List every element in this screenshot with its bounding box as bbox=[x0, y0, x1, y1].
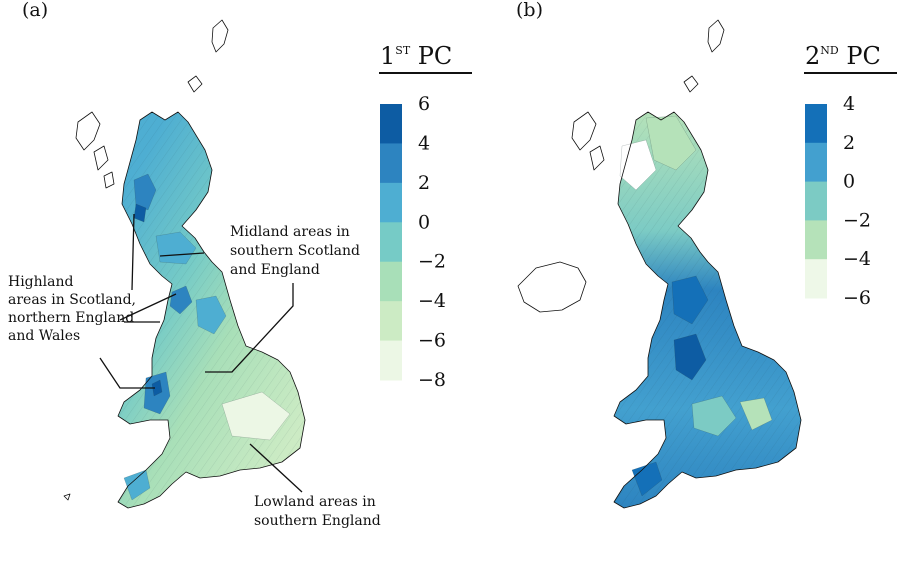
leader-highland-wales bbox=[99, 357, 155, 389]
leader-midland-b bbox=[205, 283, 294, 373]
legend-tick-label: 4 bbox=[418, 132, 430, 154]
region-west-highlands-a bbox=[133, 173, 157, 211]
legend-title-b: 2ND PC bbox=[805, 42, 881, 70]
annotation-highland: Highland areas in Scotland, northern Eng… bbox=[8, 274, 140, 344]
shetland-outline-a bbox=[211, 19, 229, 53]
map-b bbox=[517, 19, 802, 509]
legend-swatch-3 bbox=[805, 181, 827, 221]
region-southeast-light-b bbox=[739, 397, 773, 431]
legend-a: 1ST PC 6 4 2 0 −2 −4 −6 −8 bbox=[379, 42, 472, 391]
legend-swatch-1 bbox=[805, 104, 827, 144]
annotation-lowland: Lowland areas in southern England bbox=[254, 494, 381, 529]
hebrides-outline-b bbox=[571, 111, 597, 151]
region-southwest-a bbox=[123, 469, 151, 501]
leader-midland-a bbox=[159, 252, 205, 257]
annotation-midland: Midland areas in southern Scotland and E… bbox=[230, 224, 364, 278]
region-lake-district-a bbox=[169, 285, 193, 315]
region-north-england-b bbox=[671, 275, 709, 325]
region-pennines-a bbox=[195, 295, 227, 335]
region-southeast-lowland-a bbox=[221, 391, 291, 441]
region-highland-peak-a bbox=[133, 203, 147, 223]
legend-swatch-2 bbox=[805, 142, 827, 183]
legend-tick-label: −2 bbox=[418, 251, 446, 273]
legend-tick-label: −2 bbox=[843, 209, 871, 231]
region-south-mid-b bbox=[691, 395, 737, 437]
legend-swatches-a bbox=[380, 104, 402, 381]
legend-tick-label: 6 bbox=[418, 93, 430, 115]
hebrides-south-outline-a bbox=[93, 145, 109, 171]
orkney-outline-a bbox=[187, 75, 203, 93]
hebrides-south-outline-b bbox=[589, 145, 605, 171]
legend-ticks-b: 4 2 0 −2 −4 −6 bbox=[843, 93, 871, 309]
legend-tick-label: 2 bbox=[843, 132, 855, 154]
legend-tick-label: 2 bbox=[418, 172, 430, 194]
leader-lowland bbox=[249, 443, 303, 493]
region-midlands-peak-b bbox=[673, 333, 707, 381]
islet-outline-a bbox=[103, 171, 115, 189]
legend-swatch-5 bbox=[380, 261, 402, 302]
hebrides-outline-a bbox=[75, 111, 101, 151]
legend-swatch-1 bbox=[380, 104, 402, 144]
legend-tick-label: −4 bbox=[418, 290, 446, 312]
legend-swatches-b bbox=[805, 104, 827, 299]
legend-tick-label: −6 bbox=[843, 287, 871, 309]
legend-swatch-5 bbox=[805, 259, 827, 299]
legend-swatch-4 bbox=[380, 222, 402, 263]
legend-tick-label: −6 bbox=[418, 330, 446, 352]
legend-swatch-2 bbox=[380, 143, 402, 184]
region-snowdonia-a bbox=[151, 379, 163, 397]
legend-swatch-6 bbox=[380, 301, 402, 342]
legend-tick-label: 0 bbox=[843, 171, 855, 193]
panel-label-b: (b) bbox=[516, 0, 543, 21]
panel-b: (b) 2ND PC 4 2 0 −2 −4 −6 bbox=[516, 0, 897, 509]
leader-highland-north-england bbox=[119, 293, 177, 321]
scilly-outline-a bbox=[63, 493, 71, 501]
legend-tick-label: −4 bbox=[843, 248, 871, 270]
orkney-outline-b bbox=[683, 75, 699, 93]
legend-tick-label: 4 bbox=[843, 93, 855, 115]
panel-a: (a) bbox=[8, 0, 472, 529]
legend-swatch-4 bbox=[805, 220, 827, 260]
shetland-outline-b bbox=[707, 19, 725, 53]
legend-tick-label: 0 bbox=[418, 211, 430, 233]
leader-highland-scotland bbox=[124, 213, 160, 323]
legend-b: 2ND PC 4 2 0 −2 −4 −6 bbox=[804, 42, 897, 309]
ireland-outline-b bbox=[517, 261, 587, 313]
map-a bbox=[63, 19, 306, 509]
legend-tick-label: −8 bbox=[418, 369, 446, 391]
region-north-light-b bbox=[645, 115, 697, 171]
legend-swatch-3 bbox=[380, 182, 402, 223]
region-southwest-b bbox=[631, 461, 663, 497]
panel-label-a: (a) bbox=[22, 0, 48, 21]
legend-ticks-a: 6 4 2 0 −2 −4 −6 −8 bbox=[418, 93, 446, 391]
legend-swatch-7 bbox=[380, 340, 402, 381]
legend-title-a: 1ST PC bbox=[380, 42, 452, 70]
